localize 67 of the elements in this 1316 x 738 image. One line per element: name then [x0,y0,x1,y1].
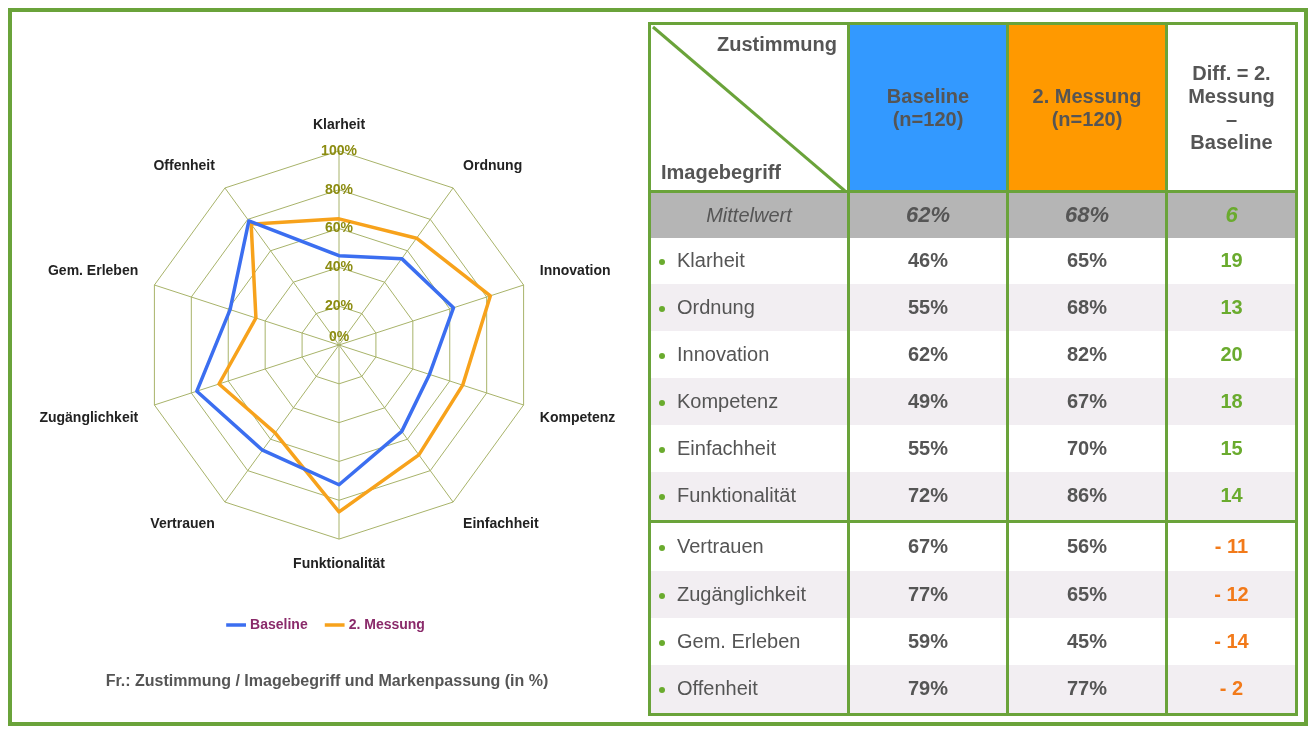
category-label: Ordnung [677,296,755,319]
legend-label: 2. Messung [348,615,425,632]
text: 77% [1007,664,1167,715]
spoke-label: Innovation [539,262,611,279]
y-tick-label: 0% [328,327,350,344]
spoke-label: Vertrauen [150,515,215,532]
category-label: Zugänglichkeit [677,582,806,605]
spoke-label: Zugänglichkeit [39,409,139,426]
category-label: Kompetenz [677,389,779,412]
text: 67% [848,521,1008,572]
spoke-label: Offenheit [153,156,216,173]
text: 77% [848,571,1008,618]
y-tick-label: 40% [324,258,354,275]
text: 2. Messung (n=120) [1007,23,1167,192]
text: 15 [1166,424,1297,472]
category-label: Klarheit [677,249,745,272]
text: Imagebegriff [661,161,782,184]
text: 62% [848,191,1008,238]
category-label: Einfachheit [677,436,776,459]
spoke-label: Einfachheit [463,515,539,532]
y-tick-label: 20% [324,297,354,314]
text: 65% [1007,571,1167,618]
category-label: Vertrauen [677,535,764,558]
text: 68% [1007,191,1167,238]
text: 19 [1166,237,1297,285]
text: Baseline (n=120) [848,23,1008,192]
text: 20 [1166,331,1297,379]
text: - 14 [1166,617,1297,665]
text: 82% [1007,331,1167,379]
text: 65% [1007,237,1167,285]
text: 62% [848,331,1008,379]
spoke-label: Funktionalität [293,555,386,572]
text: 72% [848,471,1008,522]
text: 70% [1007,424,1167,472]
text: 55% [848,284,1008,332]
category-label: Innovation [677,343,770,366]
y-tick-label: 60% [324,219,354,236]
text: Zustimmung [717,33,837,56]
spoke-label: Ordnung [463,156,523,173]
text: 59% [848,617,1008,665]
text: Diff. = 2. Messung – Baseline [1166,23,1297,192]
text: 18 [1166,378,1297,425]
text: 55% [848,424,1008,472]
legend-label: Baseline [250,615,308,632]
text: Fr.: Zustimmung / Imagebegriff und Markenpassung (in %) [105,672,549,690]
text: 86% [1007,471,1167,522]
text: 79% [848,664,1008,715]
text: 56% [1007,521,1167,572]
text: 6 [1166,191,1297,238]
text: 45% [1007,617,1167,665]
text: 67% [1007,378,1167,425]
category-label: Funktionalität [677,484,796,507]
category-label: Gem. Erleben [677,629,801,652]
text: - 12 [1166,571,1297,618]
spoke-label: Klarheit [312,116,366,133]
text: 13 [1166,284,1297,332]
y-tick-label: 100% [321,141,358,158]
text: - 2 [1166,664,1297,715]
text: 46% [848,237,1008,285]
text: 68% [1007,284,1167,332]
text: 14 [1166,471,1297,522]
spoke-label: Kompetenz [539,409,616,426]
category-label: Offenheit [677,677,758,700]
text: 49% [848,378,1008,425]
y-tick-label: 80% [324,180,354,197]
spoke-label: Gem. Erleben [47,262,139,279]
text: - 11 [1166,521,1297,572]
